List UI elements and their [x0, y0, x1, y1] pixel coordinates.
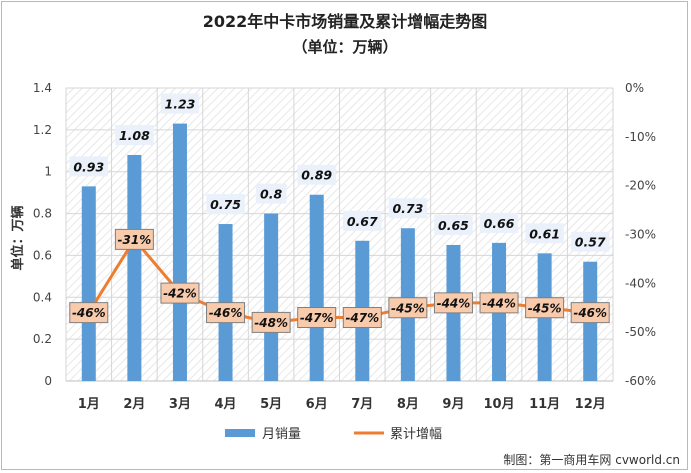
line-label-bg: [69, 302, 109, 324]
bar-label-bg: [160, 93, 200, 114]
chart-title: 2022年中卡市场销量及累计增幅走势图: [203, 12, 488, 31]
legend: 月销量 累计增幅: [225, 427, 442, 442]
bar-label-bg: [343, 210, 382, 231]
line-label-bg: [160, 282, 200, 304]
bar: [127, 154, 142, 381]
bar-labels: 0.93 1.08 1.23 0.75 0.8 0.89 0.67 0.73 0.65 0.66 0…: [69, 93, 610, 252]
bar-label: 0.61: [529, 226, 560, 241]
y2-tick-label: -40%: [625, 276, 656, 290]
y2-tick-label: -10%: [625, 130, 656, 144]
line-label-bg: [525, 297, 565, 319]
line-label-bg: [297, 307, 337, 329]
bar: [309, 194, 324, 381]
line-labels: -46% -31% -42% -46% -48% -47% -47% -45% -44% -44%…: [69, 228, 610, 333]
y-tick-label: 0.2: [33, 332, 52, 346]
bar-label: 0.93: [73, 159, 104, 174]
bar-label-bg: [69, 156, 108, 177]
line-label: -44%: [482, 296, 516, 310]
bar-label-bg: [434, 214, 473, 235]
y2-tick-label: 0%: [625, 81, 644, 95]
bar-label-bg: [115, 124, 154, 145]
bar-label: 0.57: [575, 235, 606, 250]
y-tick-label: 1.4: [33, 81, 52, 95]
x-axis-ticks: 1月 2月 3月 4月 5月 6月 7月 8月 9月 10月 11月 12月: [78, 397, 606, 412]
x-tick-label: 9月: [442, 397, 464, 412]
bar-label: 0.66: [484, 216, 515, 231]
bar-label-bg: [571, 231, 610, 252]
line-label: -46%: [573, 306, 607, 320]
line-label: -31%: [118, 233, 152, 247]
x-tick-label: 8月: [397, 397, 419, 412]
bar-label-bg: [206, 194, 245, 215]
line-label: -44%: [437, 296, 471, 310]
chart-subtitle: （单位：万辆）: [292, 38, 397, 56]
line-label: -47%: [300, 311, 334, 325]
line-label-bg: [433, 292, 473, 314]
x-tick-label: 1月: [78, 397, 100, 412]
bar-label: 0.67: [347, 214, 378, 229]
legend-label-line: 累计增幅: [390, 427, 442, 442]
bar-label-bg: [479, 212, 519, 233]
bar: [172, 123, 187, 381]
line-label: -45%: [391, 301, 425, 315]
y-axis-label: 单位：万辆: [10, 205, 26, 270]
x-tick-label: 2月: [123, 397, 145, 412]
line-label-bg: [388, 297, 428, 319]
y-tick-label: 0.6: [33, 248, 52, 262]
y-tick-label: 1: [44, 165, 52, 179]
credit: 制图：第一商用车网 cvworld.cn: [503, 452, 680, 467]
bar-label: 0.75: [210, 197, 241, 212]
bar: [264, 213, 279, 381]
x-tick-label: 7月: [351, 397, 373, 412]
x-tick-label: 11月: [529, 397, 560, 412]
y-tick-label: 0: [44, 374, 52, 388]
line-label-bg: [479, 292, 519, 314]
legend-swatch-bar: [225, 429, 255, 437]
line-label-bg: [342, 307, 382, 329]
left-axis-ticks: 0 0.2 0.4 0.6 0.8 1 1.2 1.4: [33, 81, 52, 388]
line-label-bg: [251, 311, 291, 333]
line-label-bg: [206, 302, 246, 324]
y2-tick-label: -60%: [625, 374, 656, 388]
line-label: -45%: [528, 301, 562, 315]
bar-label: 0.73: [392, 201, 423, 216]
x-tick-label: 4月: [215, 397, 237, 412]
y-tick-label: 0.4: [33, 290, 52, 304]
line-label-bg: [570, 302, 610, 324]
bar-label-bg: [525, 223, 564, 244]
y2-tick-label: -20%: [625, 179, 656, 193]
line-label: -42%: [163, 287, 197, 301]
line-label: -46%: [209, 306, 243, 320]
x-tick-label: 10月: [483, 397, 514, 412]
legend-label-bar: 月销量: [262, 427, 301, 442]
x-tick-label: 12月: [575, 397, 606, 412]
y-tick-label: 0.8: [33, 207, 52, 221]
line-label: -46%: [72, 306, 106, 320]
y-tick-label: 1.2: [33, 123, 52, 137]
bar-label: 0.8: [260, 187, 282, 202]
line-label: -48%: [254, 316, 288, 330]
line-label: -47%: [345, 311, 379, 325]
bar-label-bg: [255, 183, 287, 204]
gridlines: [65, 87, 614, 382]
bar-label: 0.65: [438, 218, 469, 233]
bar-label: 1.23: [165, 97, 196, 112]
y2-tick-label: -50%: [625, 325, 656, 339]
bar-label: 0.89: [301, 168, 332, 183]
x-tick-label: 3月: [169, 397, 191, 412]
right-axis-ticks: 0% -10% -20% -30% -40% -50% -60%: [625, 81, 656, 388]
line-label-bg: [114, 228, 154, 250]
x-tick-label: 5月: [260, 397, 282, 412]
bar-label-bg: [297, 164, 336, 185]
bar-label: 1.08: [119, 128, 150, 143]
y2-tick-label: -30%: [625, 228, 656, 242]
x-tick-label: 6月: [306, 397, 328, 412]
bar-label-bg: [388, 198, 428, 219]
bar: [81, 186, 96, 381]
